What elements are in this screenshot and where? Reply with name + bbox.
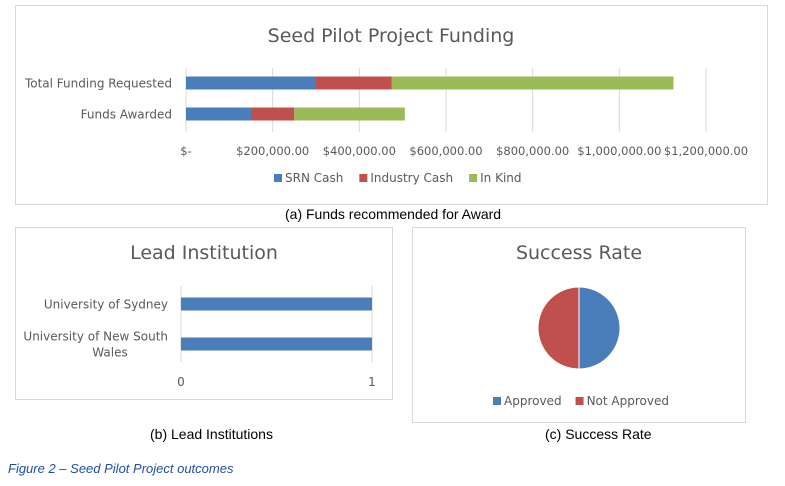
success-rate-panel: Success Rate Approved Not Approved xyxy=(412,227,746,423)
legend-label: Not Approved xyxy=(587,394,669,408)
x-tick-label: $1,000,000.00 xyxy=(577,144,661,158)
bar-segment xyxy=(294,107,405,121)
bar-segment xyxy=(316,76,392,90)
bar xyxy=(181,337,372,351)
lead-institution-chart: Lead Institution 0 1 University of Sydney Un… xyxy=(23,242,376,389)
funding-chart: Seed Pilot Project Funding $- $200,000.00 $… xyxy=(24,25,748,185)
x-tick-label: $200,000.00 xyxy=(236,144,309,158)
bar-segment xyxy=(391,76,674,90)
legend-label: SRN Cash xyxy=(285,171,343,185)
legend-swatch xyxy=(493,397,501,405)
bar-segment xyxy=(251,107,295,121)
caption-a: (a) Funds recommended for Award xyxy=(285,206,502,222)
x-tick-label: $800,000.00 xyxy=(496,144,569,158)
success-rate-chart: Success Rate Approved Not Approved xyxy=(493,242,669,408)
bar xyxy=(181,297,372,311)
chart-title: Lead Institution xyxy=(130,242,278,264)
bar-segment xyxy=(186,107,251,121)
caption-b: (b) Lead Institutions xyxy=(150,426,273,442)
pie-slice xyxy=(578,286,621,370)
legend-swatch xyxy=(469,174,478,182)
figure-caption: Figure 2 – Seed Pilot Project outcomes xyxy=(8,461,234,476)
x-tick-label: 1 xyxy=(368,375,376,389)
lead-institution-panel: Lead Institution 0 1 University of Sydney Un… xyxy=(15,227,393,400)
legend-label: Industry Cash xyxy=(370,171,453,185)
x-tick-label: $400,000.00 xyxy=(323,144,396,158)
bar-segment xyxy=(186,76,316,90)
category-label: Total Funding Requested xyxy=(24,77,172,91)
legend-swatch xyxy=(575,397,584,405)
chart-title: Seed Pilot Project Funding xyxy=(268,25,515,47)
funding-chart-panel: Seed Pilot Project Funding $- $200,000.00 $… xyxy=(15,5,768,205)
pie-slice xyxy=(537,286,580,370)
legend-label: Approved xyxy=(504,394,562,408)
chart-title: Success Rate xyxy=(516,242,642,264)
x-tick-label: $- xyxy=(180,144,191,158)
x-tick-label: $1,200,000.00 xyxy=(664,144,748,158)
legend-swatch xyxy=(274,174,282,182)
x-tick-label: 0 xyxy=(177,375,185,389)
caption-c: (c) Success Rate xyxy=(545,426,652,442)
legend-swatch xyxy=(359,174,368,182)
category-label: Funds Awarded xyxy=(81,108,172,122)
legend-label: In Kind xyxy=(480,171,521,185)
category-label: University of New South xyxy=(23,330,168,344)
category-label: University of Sydney xyxy=(44,298,168,312)
category-label: Wales xyxy=(92,346,127,360)
x-tick-label: $600,000.00 xyxy=(409,144,482,158)
